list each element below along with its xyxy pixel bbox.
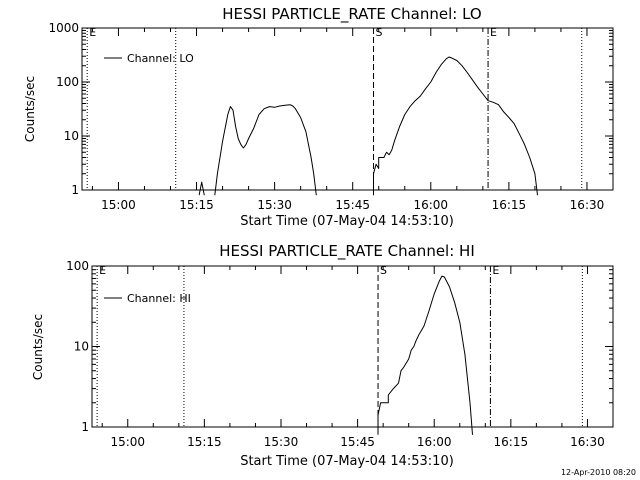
lo-legend-label: Channel: LO	[127, 52, 194, 65]
hi-y-tick-label-1: 10	[74, 340, 89, 354]
hi-legend-label: Channel: HI	[127, 292, 191, 305]
lo-y-axis: 1 10 100 1000	[48, 21, 613, 197]
hi-series	[377, 275, 473, 435]
lo-x-axis-label: Start Time (07-May-04 14:53:10)	[240, 214, 454, 229]
lo-series-0-segment-2	[373, 56, 538, 196]
lo-plot-frame	[81, 27, 614, 191]
lo-y-tick-label-2: 100	[56, 75, 79, 89]
lo-channel-panel: HESSI PARTICLE_RATE Channel: LO E S E 15:0…	[23, 5, 614, 229]
lo-y-tick-label-0: 1	[71, 183, 79, 197]
hi-marker-label-0: E	[99, 264, 106, 277]
lo-x-tick-label-5: 16:15	[492, 198, 527, 212]
lo-x-tick-label-0: 15:00	[101, 198, 136, 212]
lo-x-tick-label-1: 15:15	[179, 198, 214, 212]
hi-y-tick-label-0: 1	[81, 420, 89, 434]
lo-x-tick-label-2: 15:30	[257, 198, 292, 212]
hi-x-tick-label-2: 15:30	[264, 435, 299, 449]
hi-x-tick-label-4: 16:00	[417, 435, 452, 449]
hi-chart-title: HESSI PARTICLE_RATE Channel: HI	[219, 242, 475, 261]
lo-x-tick-label-6: 16:30	[570, 198, 605, 212]
hi-x-axis-label: Start Time (07-May-04 14:53:10)	[240, 454, 454, 469]
hi-y-axis: 1 10 100	[66, 259, 613, 434]
hi-y-tick-label-2: 100	[66, 259, 89, 273]
hi-x-tick-label-0: 15:00	[110, 435, 145, 449]
lo-chart-title: HESSI PARTICLE_RATE Channel: LO	[222, 5, 481, 24]
lo-marker-label-3: E	[490, 26, 497, 39]
lo-x-tick-label-4: 16:00	[413, 198, 448, 212]
hi-x-tick-label-3: 15:45	[340, 435, 375, 449]
lo-series-0-segment-0	[198, 181, 205, 196]
hi-channel-panel: HESSI PARTICLE_RATE Channel: HI E S E 15:0…	[31, 242, 614, 469]
lo-y-tick-label-3: 1000	[48, 21, 79, 35]
hi-x-axis: 15:00 15:15 15:30 15:45 16:00 16:15 16:30	[101, 266, 614, 449]
hi-marker-label-3: E	[492, 264, 499, 277]
hi-y-axis-label: Counts/sec	[31, 314, 45, 380]
hi-x-tick-label-5: 16:15	[494, 435, 529, 449]
lo-series	[198, 56, 538, 196]
hi-plot-frame	[91, 265, 614, 428]
lo-series-0-segment-1	[214, 104, 317, 196]
hi-series-0-segment-0	[377, 275, 473, 435]
hi-marker-label-2: S	[380, 264, 387, 277]
hi-x-tick-label-6: 16:30	[570, 435, 605, 449]
lo-x-axis: 15:00 15:15 15:30 15:45 16:00 16:15 16:30	[91, 28, 614, 212]
lo-x-tick-label-3: 15:45	[335, 198, 370, 212]
lo-marker-label-2: S	[376, 26, 383, 39]
lo-y-axis-label: Counts/sec	[23, 76, 37, 142]
footer-timestamp: 12-Apr-2010 08:20	[561, 468, 636, 477]
hi-x-tick-label-1: 15:15	[187, 435, 222, 449]
lo-y-tick-label-1: 10	[64, 129, 79, 143]
lo-marker-label-0: E	[89, 26, 96, 39]
